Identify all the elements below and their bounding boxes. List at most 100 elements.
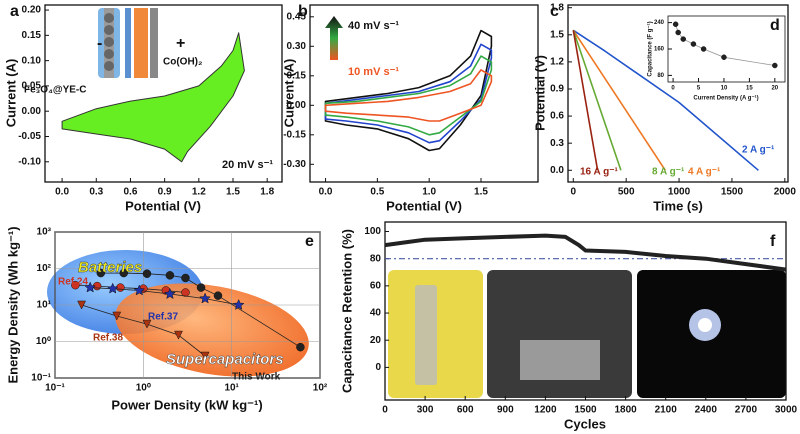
y-axis-label: Current (A) [281,59,296,128]
x-tick-label: 0.5 [370,187,384,198]
annotation: - [97,35,102,52]
line [572,29,759,171]
point [721,54,727,60]
y-tick-label: 1.8 [550,2,564,13]
electrode-sketch [98,8,158,78]
y-tick-label: 0.0 [550,165,564,176]
y-tick-label: 0.00 [287,100,307,111]
x-tick-label: 20 [771,86,778,92]
panel-label: d [770,17,780,34]
star-marker [232,298,245,310]
x-tick-label: 1000 [668,187,691,198]
x-tick-label: 1.0 [422,187,436,198]
annotation: 10 mV s⁻¹ [348,66,399,78]
triangle-marker [142,319,152,329]
star-marker [106,282,119,294]
point [675,29,681,36]
annotation: 40 mV s⁻¹ [348,20,399,32]
x-tick-label: 300 [417,405,434,416]
y-tick-label: 160 [654,47,665,53]
x-axis-label: Potential (V) [386,198,462,213]
point [119,268,128,278]
series-label: Ref.24 [58,277,88,288]
line [384,233,787,272]
panel-label: c [550,3,559,20]
device-photos [388,270,786,398]
y-tick-label: 10⁻¹ [31,373,51,384]
triangle-marker [200,351,210,361]
panel-label: e [305,233,314,250]
x-tick-label: 10¹ [224,383,239,394]
point [181,273,190,283]
y-tick-label: 0.15 [22,30,42,41]
y-tick-label: 80 [657,73,664,79]
x-tick-label: 1.2 [192,187,206,198]
series-label: Ref.37 [148,312,178,323]
x-tick-label: 1.5 [474,187,488,198]
panel-label: a [10,3,19,20]
series-label: This Work [232,372,281,383]
series-label: 8 A g⁻¹ [652,167,685,178]
y-tick-label: -0.30 [283,159,306,170]
y-tick-label: 240 [654,20,665,26]
y-tick-label: 10⁰ [36,336,51,347]
point [142,269,152,278]
line [324,29,493,152]
line [572,30,599,171]
x-tick-label: 1500 [574,405,597,416]
x-tick-label: 0.0 [55,187,69,198]
series-label: 16 A g⁻¹ [580,167,619,178]
x-tick-label: 5 [697,86,701,92]
x-tick-label: 10⁻¹ [45,383,65,394]
x-tick-label: 0 [671,86,675,92]
y-tick-label: 0.30 [287,41,307,52]
x-tick-label: 0.3 [89,187,103,198]
x-tick-label: 600 [457,405,474,416]
point [296,342,305,352]
x-tick-label: 10 [721,86,728,92]
point [700,46,707,52]
x-tick-label: 0.9 [158,187,172,198]
x-tick-label: 15 [746,86,753,92]
plot-frame [44,4,283,183]
x-tick-label: 2000 [774,187,797,198]
x-axis-label: Potential (V) [125,198,201,213]
line [572,29,666,171]
annotation: + [176,35,185,52]
x-tick-label: 500 [618,187,635,198]
annotation: Supercapacitors [166,351,284,368]
inset-frame [667,15,786,83]
x-tick-label: 1800 [614,405,637,416]
line [572,30,622,171]
x-tick-label: 1500 [721,187,744,198]
supercapacitor-region [115,283,309,377]
y-tick-label: 100 [364,226,381,237]
x-tick-label: 10² [313,383,328,394]
x-tick-label: 900 [497,405,514,416]
x-tick-label: 3000 [775,405,798,416]
series-label: 4 A g⁻¹ [688,167,721,178]
y-tick-label: -0.10 [18,156,41,167]
y-tick-label: 0.3 [550,138,564,149]
y-tick-label: 0.6 [550,111,564,122]
y-axis-label: Capacitance (F g⁻¹) [647,21,654,76]
y-tick-label: 20 [370,335,382,346]
y-tick-label: -0.15 [283,129,306,140]
y-tick-label: 10² [37,263,52,274]
panel-label: b [298,3,308,20]
point [71,280,80,290]
plot-frame [309,4,539,183]
y-tick-label: 0.00 [22,106,42,117]
y-tick-label: 40 [370,308,382,319]
y-tick-label: 0.9 [550,84,564,95]
point [196,283,206,292]
annotation: Co(OH)₂ [163,57,202,68]
x-tick-label: 1.5 [226,187,240,198]
x-tick-label: 2700 [735,405,758,416]
y-axis-label: Capacitance Retention (%) [339,229,354,393]
triangle-marker [174,330,183,340]
point [680,36,687,42]
point [181,288,190,297]
y-tick-label: 0.05 [22,81,42,92]
